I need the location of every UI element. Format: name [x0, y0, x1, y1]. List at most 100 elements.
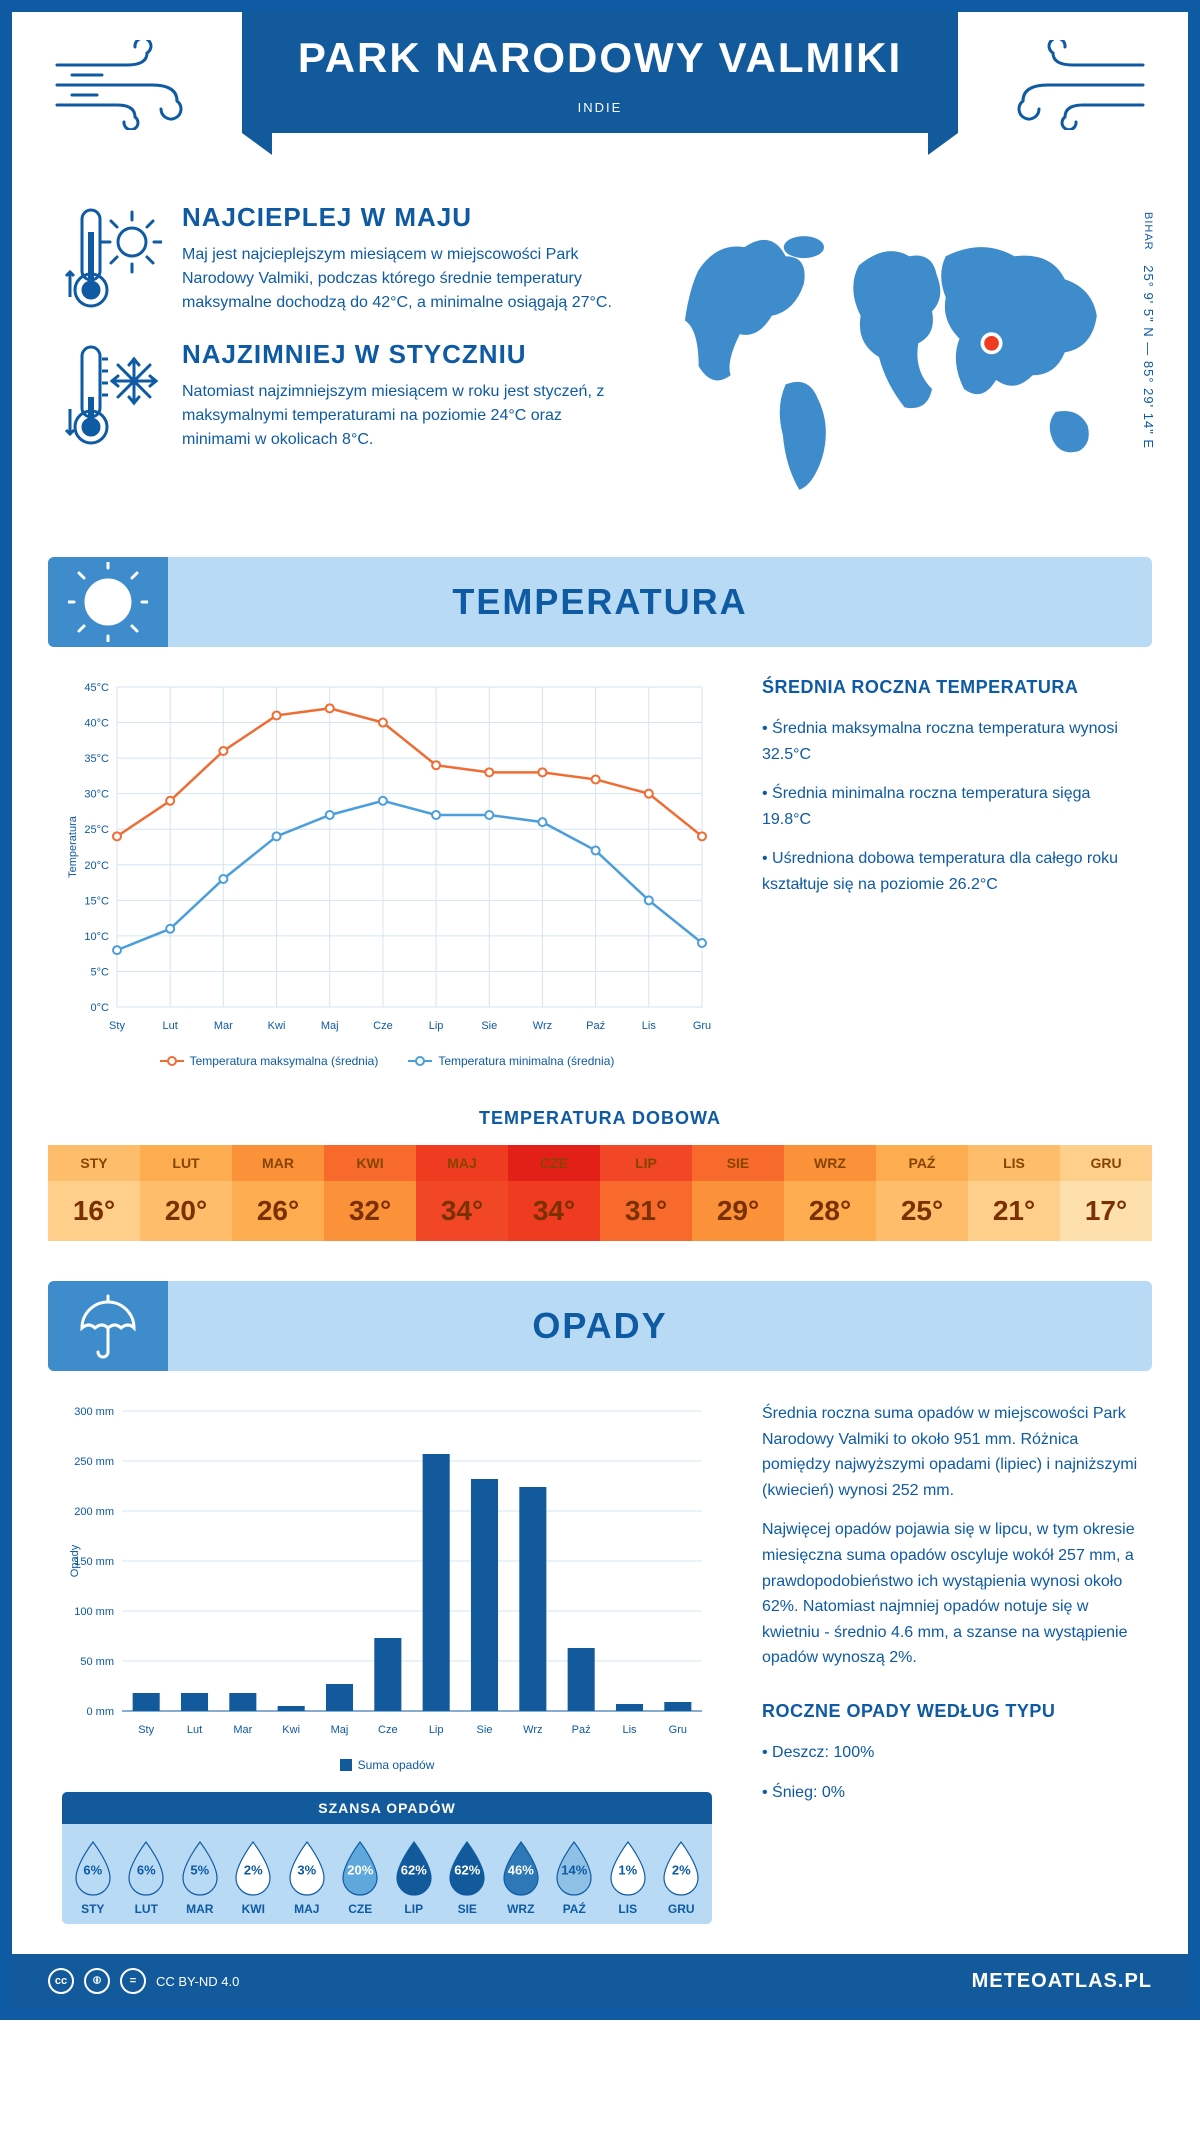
legend-min: Temperatura minimalna (średnia)	[438, 1054, 614, 1068]
svg-text:Paź: Paź	[586, 1020, 605, 1032]
chance-cell: 62%LIP	[387, 1838, 441, 1916]
thermometer-hot-icon	[62, 202, 162, 312]
svg-text:Mar: Mar	[214, 1020, 233, 1032]
coordinates: BIHAR 25° 9' 5" N — 85° 29' 14" E	[1141, 212, 1156, 449]
map-block: BIHAR 25° 9' 5" N — 85° 29' 14" E	[662, 202, 1138, 517]
region-label: BIHAR	[1142, 212, 1154, 251]
type-bullet: Deszcz: 100%	[762, 1740, 1138, 1766]
footer-license: cc 🅯 = CC BY-ND 4.0	[48, 1968, 239, 1994]
chance-cell: 3%MAJ	[280, 1838, 334, 1916]
precip-legend-label: Suma opadów	[358, 1758, 435, 1772]
cc-icon: cc	[48, 1968, 74, 1994]
svg-text:300 mm: 300 mm	[74, 1406, 114, 1418]
by-icon: 🅯	[84, 1968, 110, 1994]
svg-text:40°C: 40°C	[84, 718, 109, 730]
intro-left: NAJCIEPLEJ W MAJU Maj jest najcieplejszy…	[62, 202, 622, 517]
chance-cell: 2%GRU	[655, 1838, 709, 1916]
svg-text:Lis: Lis	[642, 1020, 657, 1032]
svg-text:Sie: Sie	[481, 1020, 497, 1032]
precip-legend: Suma opadów	[62, 1758, 712, 1772]
wind-icon	[988, 40, 1148, 130]
daily-cell: CZE34°	[508, 1145, 600, 1241]
thermometer-cold-icon	[62, 339, 162, 449]
precip-types-title: ROCZNE OPADY WEDŁUG TYPU	[762, 1701, 1138, 1722]
daily-temp-title: TEMPERATURA DOBOWA	[12, 1108, 1188, 1129]
svg-text:250 mm: 250 mm	[74, 1456, 114, 1468]
warmest-block: NAJCIEPLEJ W MAJU Maj jest najcieplejszy…	[62, 202, 622, 315]
header: PARK NARODOWY VALMIKI INDIE	[12, 12, 1188, 182]
daily-cell: STY16°	[48, 1145, 140, 1241]
svg-text:Paź: Paź	[572, 1724, 591, 1736]
chance-cell: 20%CZE	[334, 1838, 388, 1916]
chance-cell: 1%LIS	[601, 1838, 655, 1916]
avg-bullet: Średnia maksymalna roczna temperatura wy…	[762, 716, 1138, 767]
warmest-body: Maj jest najcieplejszym miesiącem w miej…	[182, 243, 622, 315]
svg-text:Lip: Lip	[429, 1020, 444, 1032]
page-subtitle: INDIE	[252, 100, 948, 115]
temperature-row: 0°C5°C10°C15°C20°C25°C30°C35°C40°C45°CSt…	[12, 677, 1188, 1098]
svg-text:0 mm: 0 mm	[87, 1706, 115, 1718]
chance-block: SZANSA OPADÓW 6%STY6%LUT5%MAR2%KWI3%MAJ2…	[62, 1792, 712, 1924]
svg-text:Wrz: Wrz	[523, 1724, 542, 1736]
svg-text:Kwi: Kwi	[282, 1724, 300, 1736]
avg-title: ŚREDNIA ROCZNA TEMPERATURA	[762, 677, 1138, 698]
svg-text:Opady: Opady	[69, 1544, 81, 1577]
svg-text:Cze: Cze	[373, 1020, 393, 1032]
avg-bullet: Średnia minimalna roczna temperatura się…	[762, 781, 1138, 832]
coords-value: 25° 9' 5" N — 85° 29' 14" E	[1141, 265, 1156, 449]
footer: cc 🅯 = CC BY-ND 4.0 METEOATLAS.PL	[12, 1954, 1188, 2008]
svg-text:25°C: 25°C	[84, 824, 109, 836]
intro-row: NAJCIEPLEJ W MAJU Maj jest najcieplejszy…	[12, 182, 1188, 547]
precip-chart: 0 mm50 mm100 mm150 mm200 mm250 mm300 mmO…	[62, 1401, 712, 1741]
svg-text:Sty: Sty	[138, 1724, 154, 1736]
footer-site: METEOATLAS.PL	[972, 1970, 1152, 1993]
svg-text:Gru: Gru	[669, 1724, 687, 1736]
svg-text:Mar: Mar	[233, 1724, 252, 1736]
coldest-title: NAJZIMNIEJ W STYCZNIU	[182, 339, 622, 370]
avg-bullet: Uśredniona dobowa temperatura dla całego…	[762, 846, 1138, 897]
temperature-title: TEMPERATURA	[452, 581, 747, 623]
chance-cell: 5%MAR	[173, 1838, 227, 1916]
nd-icon: =	[120, 1968, 146, 1994]
svg-text:5°C: 5°C	[91, 966, 110, 978]
svg-text:100 mm: 100 mm	[74, 1606, 114, 1618]
daily-cell: LUT20°	[140, 1145, 232, 1241]
temperature-avg: ŚREDNIA ROCZNA TEMPERATURA Średnia maksy…	[762, 677, 1138, 1068]
chance-cell: 62%SIE	[441, 1838, 495, 1916]
daily-cell: LIS21°	[968, 1145, 1060, 1241]
daily-cell: LIP31°	[600, 1145, 692, 1241]
license-text: CC BY-ND 4.0	[156, 1974, 239, 1989]
warmest-title: NAJCIEPLEJ W MAJU	[182, 202, 622, 233]
temperature-legend: Temperatura maksymalna (średnia) Tempera…	[62, 1054, 712, 1068]
map-marker	[982, 334, 1000, 352]
temperature-section-header: TEMPERATURA	[48, 557, 1152, 647]
svg-text:Temperatura: Temperatura	[67, 815, 79, 878]
svg-text:Kwi: Kwi	[268, 1020, 286, 1032]
daily-cell: MAJ34°	[416, 1145, 508, 1241]
chance-cell: 2%KWI	[227, 1838, 281, 1916]
coldest-block: NAJZIMNIEJ W STYCZNIU Natomiast najzimni…	[62, 339, 622, 452]
page: PARK NARODOWY VALMIKI INDIE	[0, 0, 1200, 2020]
temperature-chart: 0°C5°C10°C15°C20°C25°C30°C35°C40°C45°CSt…	[62, 677, 712, 1068]
svg-text:Lis: Lis	[622, 1724, 637, 1736]
sun-icon	[48, 557, 168, 647]
chance-cell: 46%WRZ	[494, 1838, 548, 1916]
chance-cell: 6%LUT	[120, 1838, 174, 1916]
coldest-body: Natomiast najzimniejszym miesiącem w rok…	[182, 380, 622, 452]
svg-text:Lut: Lut	[163, 1020, 178, 1032]
svg-text:10°C: 10°C	[84, 931, 109, 943]
chance-cell: 6%STY	[66, 1838, 120, 1916]
svg-text:30°C: 30°C	[84, 789, 109, 801]
svg-text:35°C: 35°C	[84, 753, 109, 765]
svg-text:Cze: Cze	[378, 1724, 398, 1736]
svg-text:15°C: 15°C	[84, 895, 109, 907]
type-bullet: Śnieg: 0%	[762, 1780, 1138, 1806]
precip-chart-col: 0 mm50 mm100 mm150 mm200 mm250 mm300 mmO…	[62, 1401, 712, 1924]
precip-side: Średnia roczna suma opadów w miejscowośc…	[762, 1401, 1138, 1924]
world-map	[662, 202, 1138, 512]
svg-text:50 mm: 50 mm	[80, 1656, 114, 1668]
svg-text:200 mm: 200 mm	[74, 1506, 114, 1518]
svg-text:Sty: Sty	[109, 1020, 125, 1032]
daily-cell: GRU17°	[1060, 1145, 1152, 1241]
legend-max: Temperatura maksymalna (średnia)	[190, 1054, 379, 1068]
